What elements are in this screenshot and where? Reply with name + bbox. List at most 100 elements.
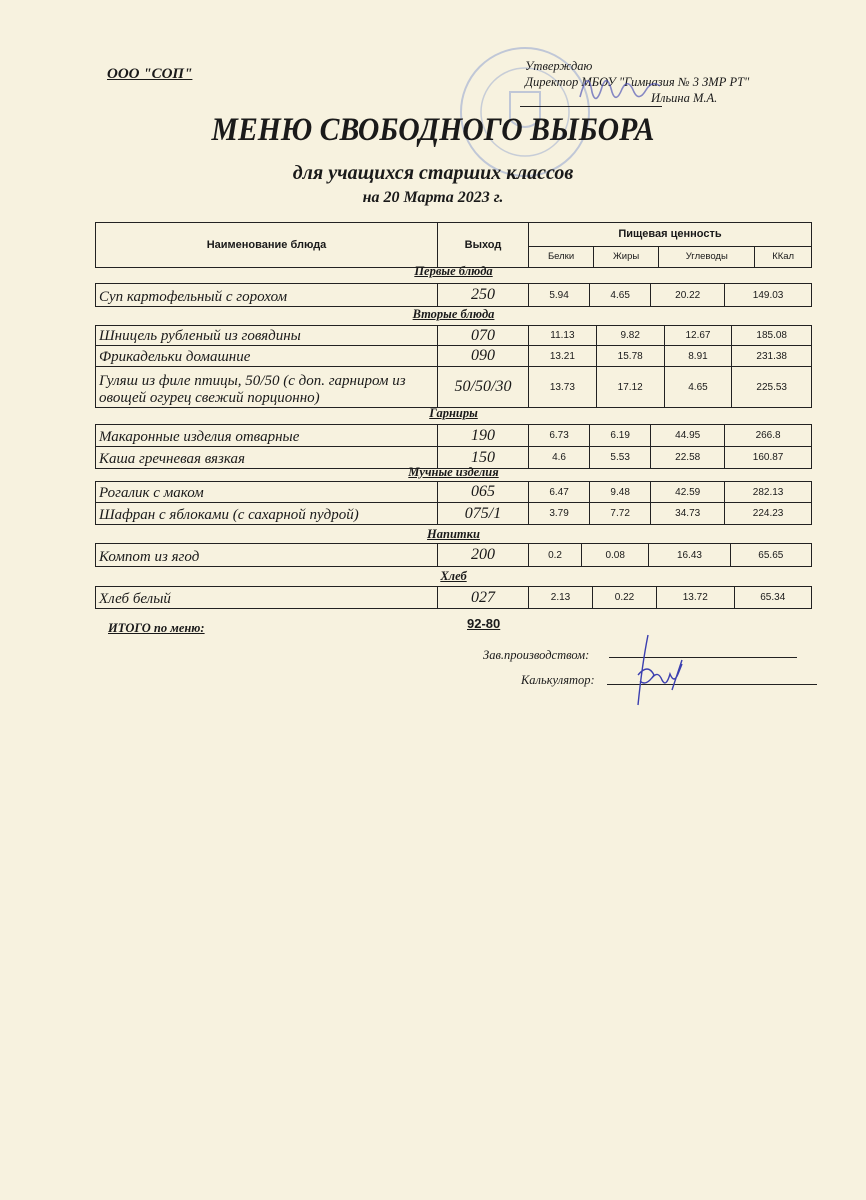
fat-value: 9.82: [595, 325, 665, 346]
production-head-signature-line: [609, 657, 797, 658]
document-subtitle: для учащихся старших классов: [292, 162, 574, 184]
column-header-carbs: Углеводы: [658, 245, 756, 269]
fat-value: 0.22: [592, 586, 658, 609]
protein-value: 13.73: [528, 366, 597, 408]
dish-name: Шницель рубленый из говядины: [95, 325, 438, 346]
approval-block: Утверждаю Директор МБОУ "Гимназия № 3 ЗМ…: [525, 58, 749, 106]
dish-name: Шафран с яблоками (с сахарной пудрой): [95, 502, 438, 525]
kcal-value: 225.53: [731, 366, 812, 408]
table-row: Хлеб белый 027 2.13 0.22 13.72 65.34: [95, 586, 812, 609]
kcal-value: 65.34: [733, 586, 812, 609]
table-row: Каша гречневая вязкая 150 4.6 5.53 22.58 160.…: [95, 446, 812, 469]
production-head-label: Зав.производством:: [483, 648, 590, 662]
dish-output: 090: [437, 345, 529, 367]
protein-value: 0.2: [527, 543, 583, 567]
approver-position: Директор МБОУ "Гимназия № 3 ЗМР РТ": [525, 75, 750, 89]
section-table: Компот из ягод 200 0.2 0.08 16.43 65.65: [95, 543, 813, 567]
column-header-kcal: ККал: [754, 245, 812, 269]
dish-output: 070: [437, 325, 529, 346]
dish-name: Суп картофельный с горохом: [95, 283, 438, 307]
organization-name: ООО "СОП": [107, 66, 193, 82]
dish-output: 027: [437, 586, 529, 609]
fat-value: 15.78: [595, 345, 665, 367]
dish-name: Хлеб белый: [95, 586, 438, 609]
kcal-value: 266.8: [724, 424, 812, 447]
table-row: Макаронные изделия отварные 190 6.73 6.19 44…: [95, 424, 812, 447]
section-title: Гарниры: [429, 406, 478, 420]
calculator-signature: [637, 634, 683, 706]
section-title: Напитки: [427, 527, 480, 541]
table-row: Шафран с яблоками (с сахарной пудрой) 075…: [95, 502, 812, 525]
section-title: Мучные изделия: [408, 465, 499, 479]
fat-value: 7.72: [589, 502, 652, 525]
column-header-nutrition: Пищевая ценность: [528, 222, 812, 247]
fat-value: 6.19: [589, 424, 652, 447]
dish-name: Гуляш из филе птицы, 50/50 (с доп. гарни…: [95, 366, 438, 408]
carbs-value: 34.73: [650, 502, 726, 525]
carbs-value: 12.67: [663, 325, 733, 346]
approver-name: Ильина М.А.: [651, 91, 718, 105]
dish-output: 50/50/30: [437, 366, 529, 408]
protein-value: 6.47: [527, 481, 591, 503]
table-row: Шницель рубленый из говядины 070 11.13 9.82…: [95, 325, 812, 346]
table-row: Рогалик с маком 065 6.47 9.48 42.59 282.13: [95, 481, 812, 503]
table-header: Наименование блюда Выход Пищевая ценност…: [95, 222, 812, 269]
dish-output: 065: [437, 481, 529, 503]
protein-value: 13.21: [528, 345, 597, 367]
dish-name: Рогалик с маком: [95, 481, 438, 503]
carbs-value: 13.72: [656, 586, 735, 609]
carbs-value: 20.22: [650, 283, 726, 307]
section-table: Суп картофельный с горохом 250 5.94 4.65 20.…: [95, 283, 812, 307]
carbs-value: 44.95: [650, 424, 726, 447]
protein-value: 6.73: [527, 424, 591, 447]
carbs-value: 16.43: [648, 543, 731, 567]
total-label: ИТОГО по меню:: [108, 621, 205, 635]
table-row: Суп картофельный с горохом 250 5.94 4.65 20.…: [95, 283, 812, 307]
kcal-value: 160.87: [724, 446, 812, 469]
dish-output: 190: [437, 424, 529, 447]
dish-name: Фрикадельки домашние: [95, 345, 438, 367]
fat-value: 17.12: [595, 366, 665, 408]
section-title: Хлеб: [440, 569, 467, 583]
section-title: Вторые блюда: [412, 307, 495, 321]
table-row: Гуляш из филе птицы, 50/50 (с доп. гарни…: [95, 366, 812, 408]
fat-value: 9.48: [589, 481, 652, 503]
section-table: Хлеб белый 027 2.13 0.22 13.72 65.34: [95, 586, 812, 609]
kcal-value: 65.65: [729, 543, 813, 567]
fat-value: 5.53: [589, 446, 652, 469]
kcal-value: 224.23: [724, 502, 812, 525]
document-title: МЕНЮ СВОБОДНОГО ВЫБОРА: [211, 112, 655, 148]
carbs-value: 42.59: [650, 481, 726, 503]
dish-output: 075/1: [437, 502, 529, 525]
approve-label: Утверждаю: [525, 59, 593, 73]
protein-value: 3.79: [527, 502, 591, 525]
kcal-value: 149.03: [724, 283, 812, 307]
column-header-name: Наименование блюда: [95, 222, 438, 268]
total-value: 92-80: [467, 616, 501, 631]
protein-value: 2.13: [527, 586, 594, 609]
fat-value: 0.08: [581, 543, 650, 567]
dish-name: Каша гречневая вязкая: [95, 446, 438, 469]
section-title: Первые блюда: [414, 264, 493, 278]
calculator-signature-line: [607, 684, 817, 685]
fat-value: 4.65: [589, 283, 652, 307]
carbs-value: 4.65: [663, 366, 733, 408]
dish-name: Макаронные изделия отварные: [95, 424, 438, 447]
protein-value: 11.13: [528, 325, 597, 346]
official-stamp: [460, 47, 590, 177]
menu-date: на 20 Марта 2023 г.: [362, 189, 504, 206]
dish-output: 250: [437, 283, 529, 307]
calculator-label: Калькулятор:: [521, 673, 595, 687]
section-table: Макаронные изделия отварные 190 6.73 6.19 44…: [95, 424, 812, 469]
dish-output: 200: [437, 543, 529, 567]
director-signature: [579, 79, 661, 100]
table-row: Компот из ягод 200 0.2 0.08 16.43 65.65: [95, 543, 813, 567]
dish-output: 150: [437, 446, 529, 469]
carbs-value: 8.91: [663, 345, 733, 367]
column-header-output: Выход: [437, 222, 529, 268]
carbs-value: 22.58: [650, 446, 726, 469]
kcal-value: 185.08: [731, 325, 812, 346]
protein-value: 5.94: [527, 283, 591, 307]
column-header-protein: Белки: [527, 245, 595, 269]
table-row: Фрикадельки домашние 090 13.21 15.78 8.91 231…: [95, 345, 812, 367]
